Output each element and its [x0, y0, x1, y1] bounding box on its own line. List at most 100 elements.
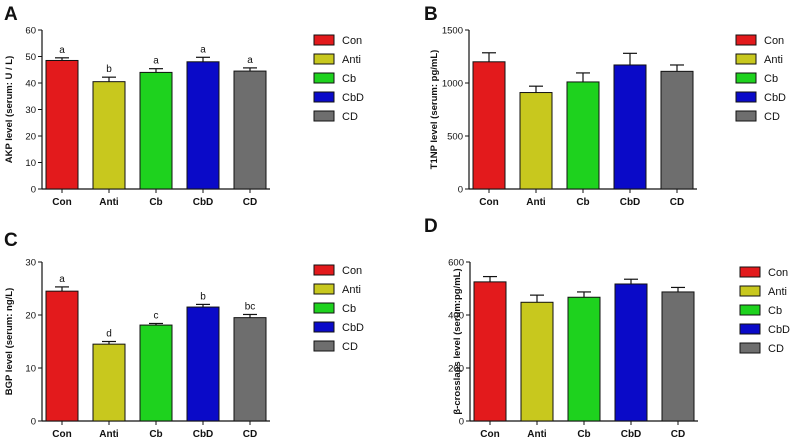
bar-cb	[567, 296, 601, 422]
y-tick-label: 1000	[442, 79, 463, 90]
legend-label: Con	[768, 267, 788, 279]
x-tick-label: CD	[670, 197, 684, 208]
bar-anti	[92, 81, 126, 190]
y-tick-label: 600	[448, 258, 464, 269]
legend-label: CbD	[342, 322, 364, 334]
bar-cbd	[186, 306, 220, 422]
y-tick-label: 10	[25, 158, 36, 169]
significance-letter: a	[200, 44, 206, 55]
legend-swatch	[313, 91, 335, 103]
x-tick-label: CD	[243, 429, 257, 440]
x-tick-label: Anti	[527, 429, 547, 440]
x-tick-label: Cb	[576, 197, 589, 208]
legend-label: Cb	[342, 73, 356, 85]
legend-swatch	[313, 72, 335, 84]
y-axis-title: β-crosslaps level (serum:pg/mL)	[452, 268, 463, 414]
legend-label: CD	[768, 343, 784, 355]
legend-swatch	[313, 340, 335, 352]
legend-label: Cb	[768, 305, 782, 317]
y-tick-label: 0	[31, 185, 36, 196]
y-tick-label: 20	[25, 132, 36, 143]
legend-label: Anti	[342, 284, 361, 296]
bar-cbd	[614, 283, 648, 422]
x-tick-label: CbD	[620, 197, 641, 208]
legend-label: Con	[342, 265, 362, 277]
panel-b: B 0 500 1000 1500 T1NP level (serum: pg/mL) Co…	[424, 4, 786, 208]
y-tick-label: 30	[25, 105, 36, 116]
x-tick-label: Anti	[99, 197, 119, 208]
bar-con	[45, 59, 79, 190]
legend-label: CbD	[768, 324, 790, 336]
legend-swatch	[735, 91, 757, 103]
y-tick-label: 20	[25, 311, 36, 322]
bar-cd	[233, 317, 267, 422]
significance-letter: a	[59, 45, 65, 56]
legend-label: Cb	[342, 303, 356, 315]
x-tick-label: Cb	[149, 197, 162, 208]
panel-a-letter: A	[4, 4, 18, 25]
y-tick-label: 50	[25, 52, 36, 63]
x-tick-label: Con	[480, 429, 499, 440]
legend-swatch	[313, 53, 335, 65]
legend-swatch	[735, 53, 757, 65]
legend-label: CbD	[342, 92, 364, 104]
legend-swatch	[313, 34, 335, 46]
significance-letter: c	[154, 310, 159, 321]
legend-swatch	[735, 72, 757, 84]
legend-label: CD	[342, 341, 358, 353]
y-axis-title: BGP level (serum: ng/L)	[4, 288, 15, 396]
legend-swatch	[313, 110, 335, 122]
legend-swatch	[739, 323, 761, 335]
legend-swatch	[313, 264, 335, 276]
y-tick-label: 0	[458, 185, 463, 196]
y-tick-label: 60	[25, 26, 36, 37]
legend-swatch	[313, 302, 335, 314]
y-tick-label: 0	[31, 417, 36, 428]
legend-label: Anti	[768, 286, 787, 298]
legend-label: CbD	[764, 92, 786, 104]
x-tick-label: Con	[52, 197, 71, 208]
legend-swatch	[313, 283, 335, 295]
significance-letter: a	[153, 56, 159, 67]
significance-letter: d	[106, 329, 112, 340]
significance-letter: a	[59, 274, 65, 285]
legend-label: Anti	[764, 54, 783, 66]
legend-label: Con	[764, 35, 784, 47]
x-tick-label: Con	[52, 429, 71, 440]
bar-cb	[139, 71, 173, 190]
y-tick-label: 400	[448, 311, 464, 322]
bar-cd	[661, 291, 695, 422]
y-tick-label: 40	[25, 79, 36, 90]
bar-cd	[660, 70, 694, 190]
y-tick-label: 30	[25, 258, 36, 269]
bar-cbd	[613, 64, 647, 190]
legend-swatch	[739, 266, 761, 278]
x-tick-label: Con	[479, 197, 498, 208]
x-tick-label: CD	[671, 429, 685, 440]
x-tick-label: CbD	[193, 429, 214, 440]
legend-swatch	[313, 321, 335, 333]
legend-swatch	[739, 304, 761, 316]
bar-con	[473, 281, 507, 422]
x-tick-label: CD	[243, 197, 257, 208]
significance-letter: bc	[245, 301, 256, 312]
bar-con	[472, 61, 506, 190]
legend-label: Con	[342, 35, 362, 47]
bar-anti	[520, 301, 554, 422]
legend-swatch	[739, 285, 761, 297]
x-tick-label: CbD	[621, 429, 642, 440]
x-tick-label: Cb	[577, 429, 590, 440]
x-tick-label: CbD	[193, 197, 214, 208]
y-tick-label: 500	[447, 132, 463, 143]
panel-d-letter: D	[424, 216, 438, 237]
x-tick-label: Cb	[149, 429, 162, 440]
bar-cb	[139, 324, 173, 422]
panel-b-letter: B	[424, 4, 438, 25]
x-tick-label: Anti	[99, 429, 119, 440]
panel-a: A 0 10 20 30 40 50 60 AKP level (serum: U / L) a C…	[4, 4, 364, 208]
y-tick-label: 0	[459, 417, 464, 428]
bar-con	[45, 290, 79, 422]
legend-label: CD	[764, 111, 780, 123]
bar-cbd	[186, 61, 220, 190]
